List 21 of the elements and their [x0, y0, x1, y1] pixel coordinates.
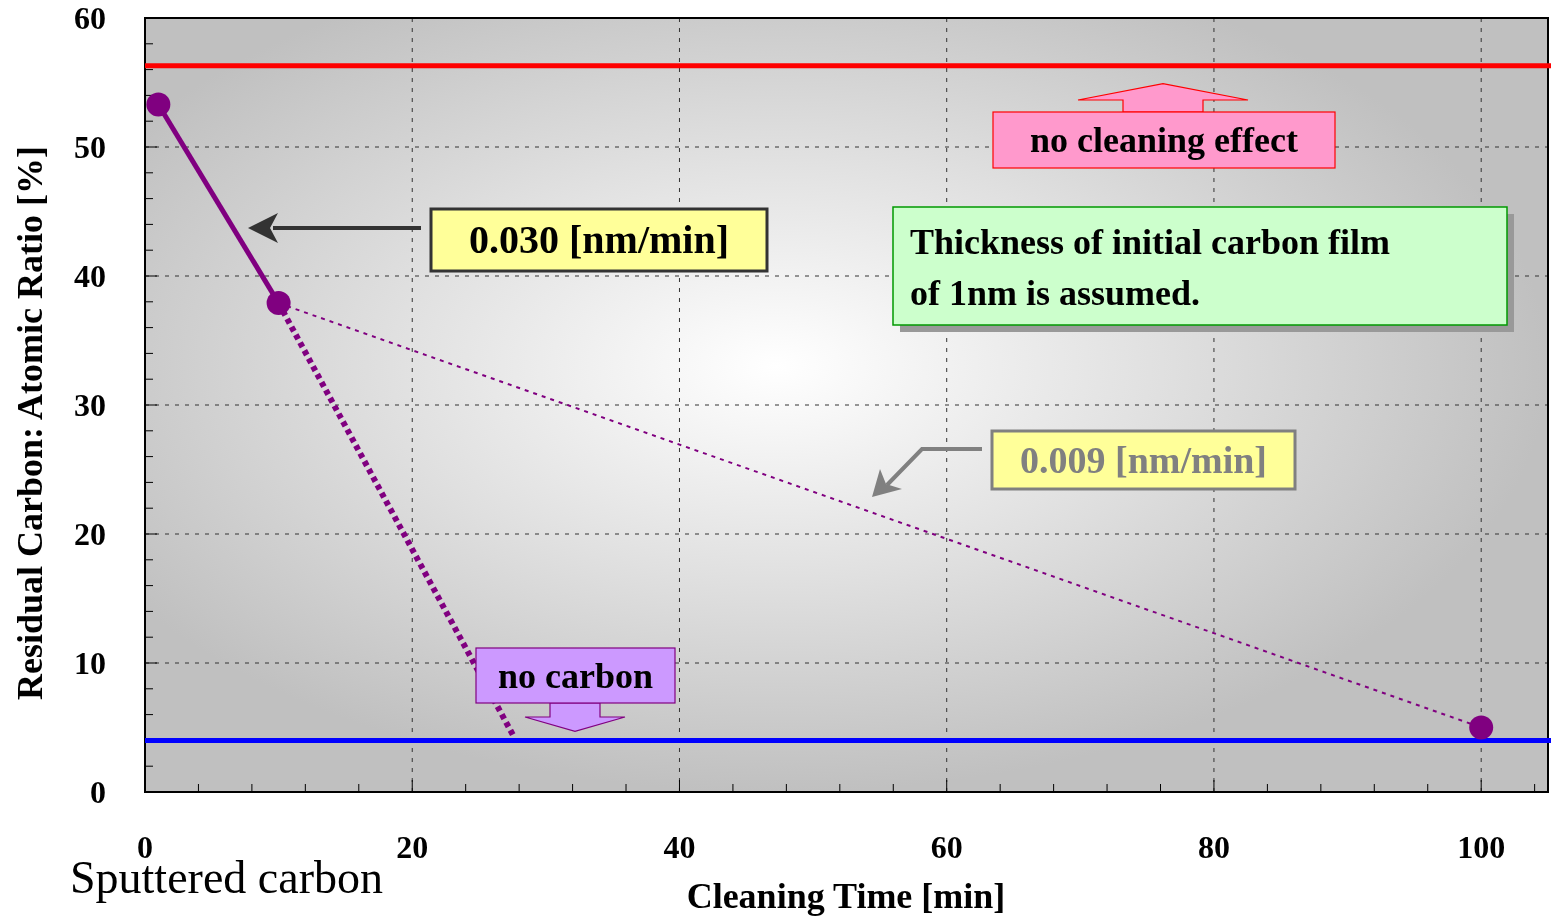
y-axis-title: Residual Carbon: Atomic Ratio [%] [10, 146, 50, 700]
legend-label: no cleaning effect [1030, 120, 1298, 160]
x-tick-label: 60 [930, 829, 963, 865]
ref-line-label: no carbon [497, 655, 654, 696]
point [1469, 715, 1494, 740]
annotation: Thickness of initial carbon film of 1nm is assumed. [910, 222, 1391, 313]
x-tick-label: 20 [396, 829, 429, 865]
annotation: 0.030 [nm/min] [469, 217, 729, 262]
y-tick-label: 30 [74, 387, 106, 423]
y-tick-label: 20 [74, 516, 106, 552]
annotation: 0.009 [nm/min] [1020, 439, 1267, 481]
y-tick-label: 0 [90, 774, 106, 810]
x-tick-label: 80 [1197, 829, 1230, 865]
x-axis-title: Cleaning Time [min] [686, 876, 1006, 916]
y-tick-label: 40 [74, 258, 106, 294]
y-tick-label: 10 [74, 645, 106, 681]
x-tick-label: 40 [663, 829, 696, 865]
x-tick-label: 100 [1457, 829, 1506, 865]
y-tick-label: 50 [74, 129, 106, 165]
y-tick-label: 60 [74, 0, 106, 36]
point [146, 92, 171, 117]
